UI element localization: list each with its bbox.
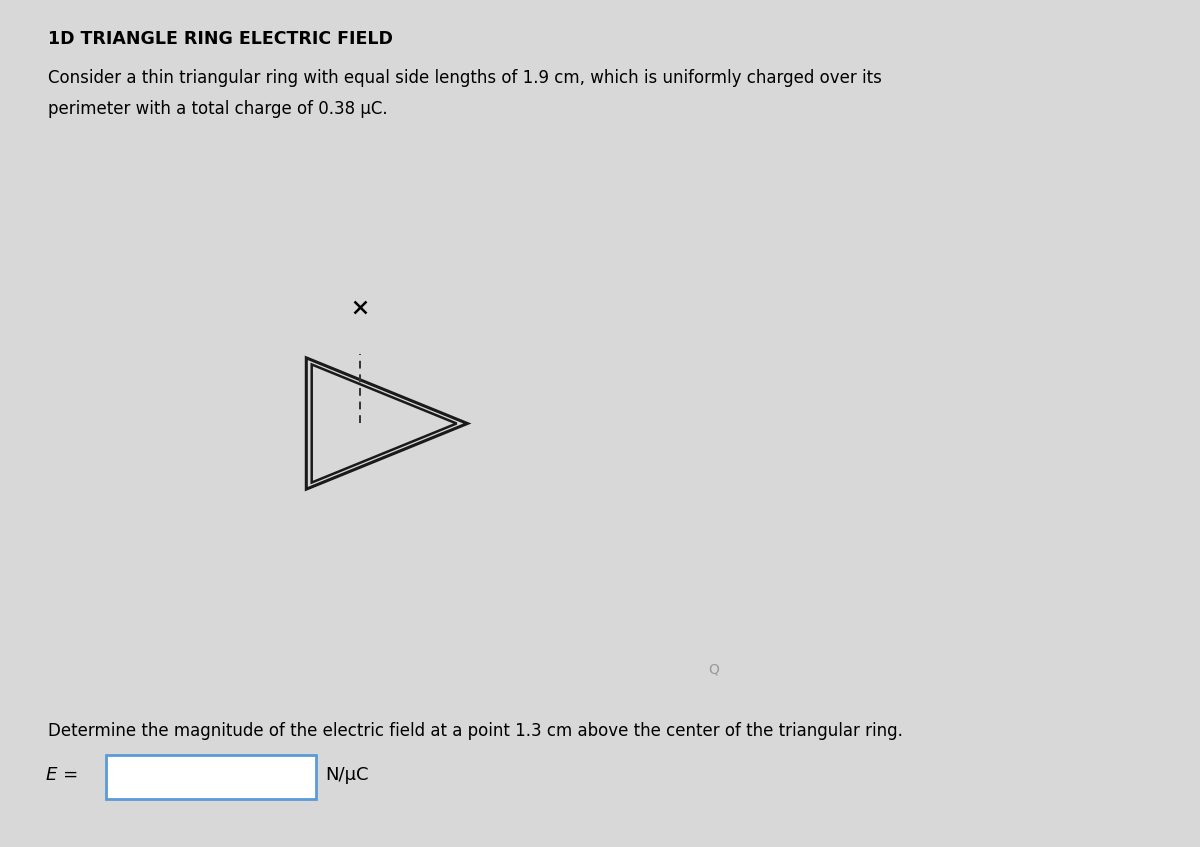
Text: N/μC: N/μC: [325, 766, 368, 783]
Text: 1D TRIANGLE RING ELECTRIC FIELD: 1D TRIANGLE RING ELECTRIC FIELD: [48, 30, 392, 47]
Text: Q: Q: [708, 662, 720, 676]
FancyBboxPatch shape: [106, 755, 316, 799]
Text: Determine the magnitude of the electric field at a point 1.3 cm above the center: Determine the magnitude of the electric …: [48, 722, 902, 739]
Text: Consider a thin triangular ring with equal side lengths of 1.9 cm, which is unif: Consider a thin triangular ring with equ…: [48, 69, 882, 87]
Text: perimeter with a total charge of 0.38 μC.: perimeter with a total charge of 0.38 μC…: [48, 100, 388, 118]
Text: E =: E =: [46, 766, 78, 783]
